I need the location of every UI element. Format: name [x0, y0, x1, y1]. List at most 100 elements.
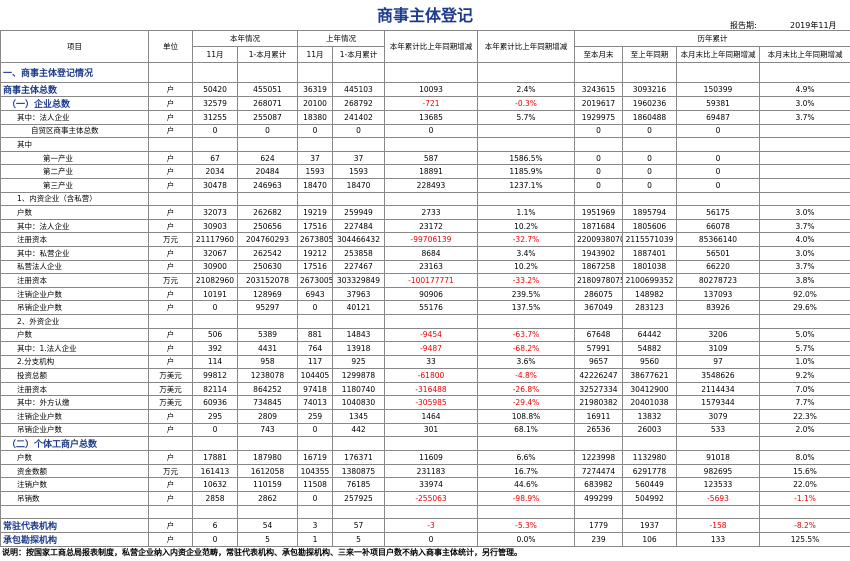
header-cell: 本年累计比上年同期增减	[477, 30, 575, 63]
cell: 0	[676, 164, 760, 179]
cell: 504992	[622, 491, 677, 506]
cell: 22.0%	[759, 477, 850, 493]
table-row: 第二产业户 2034 20484 1593 1593 18891 1185.9% 0 0 0	[0, 164, 850, 179]
cell: 户	[148, 532, 193, 548]
row-label: 注册资本	[0, 232, 149, 247]
cell: 69487	[676, 110, 760, 125]
cell: 3548626	[676, 368, 760, 383]
cell: -26.8%	[477, 381, 575, 397]
cell: -316488	[384, 381, 478, 397]
cell: 57	[332, 518, 385, 534]
cell: 1871684	[574, 218, 623, 234]
header-cell: 上年情况	[297, 30, 385, 47]
table-row: 第三产业户 30478 246963 18470 18470 228493 1237.1% 0…	[0, 177, 850, 193]
cell: 7274474	[574, 463, 623, 479]
title: 商事主体登记	[376, 6, 473, 25]
cell: 0	[574, 164, 623, 179]
cell	[759, 504, 850, 520]
table-row: 户数户 32073 262682 19219 259949 2733 1.1% 1951969…	[0, 205, 850, 220]
cell: 26536	[574, 422, 623, 438]
cell	[192, 313, 238, 329]
cell	[148, 191, 193, 207]
cell: 255087	[237, 110, 298, 125]
table-row: 承包勘探机构户 0 5 1 5 0 0.0% 239 106 133 125.5%	[0, 532, 850, 548]
cell	[384, 62, 478, 83]
cell: 21082960	[192, 273, 238, 288]
cell: 33974	[384, 477, 478, 493]
cell: 2100699352	[622, 273, 677, 288]
header-row: 11月 1-本月累计 11月 1-本月累计 至本月末 至上年同期 本月末比上年同期增减 本月末…	[1, 46, 850, 63]
cell: 683982	[574, 477, 623, 493]
cell: 3093216	[622, 82, 677, 97]
cell: 150399	[676, 82, 760, 97]
row-label: 自贸区商事主体总数	[0, 123, 149, 139]
table-row: 其中：私营企业户 32067 262542 19212 253858 8684 3.4% 19…	[0, 245, 850, 261]
row-label: 第三产业	[0, 177, 149, 193]
cell: -61800	[384, 368, 478, 383]
header-cell: 本年累计比上年同期增减	[384, 30, 478, 63]
cell: 户	[148, 259, 193, 275]
cell: 2114434	[676, 381, 760, 397]
cell: 262682	[237, 205, 298, 220]
cell: 55176	[384, 300, 478, 315]
cell: -68.2%	[477, 341, 575, 356]
cell	[477, 436, 575, 452]
cell: 17516	[297, 259, 333, 275]
cell: 227467	[332, 259, 385, 275]
cell: 148982	[622, 286, 677, 302]
cell: 1951969	[574, 205, 623, 220]
cell: 5.7%	[477, 110, 575, 125]
cell: -9454	[384, 327, 478, 343]
cell: 54882	[622, 341, 677, 356]
header-cell: 本月末比上年同期增减	[676, 46, 760, 63]
cell: 1929975	[574, 110, 623, 125]
cell	[237, 504, 298, 520]
header-cell: 至本月末	[574, 46, 623, 63]
row-label: 其中：1.法人企业	[0, 341, 149, 356]
table-row: 投资总额 万美元 99812 1238078 104405 1299878 -61800 -4…	[0, 368, 850, 383]
cell: 1.1%	[477, 205, 575, 220]
cell: 2019617	[574, 96, 623, 111]
period-label: 报告期:	[730, 21, 757, 30]
cell: 40121	[332, 300, 385, 315]
cell: 367049	[574, 300, 623, 315]
cell	[574, 436, 623, 452]
cell: 2.0%	[759, 422, 850, 438]
row-label: 1、内资企业（含私营）	[0, 191, 149, 207]
table-row: 注册资本 万美元 82114 864252 97418 1180740 -316488 -26…	[0, 381, 850, 397]
cell: 764	[297, 341, 333, 356]
cell	[384, 191, 478, 207]
row-label: 注册资本	[0, 273, 149, 288]
cell: 187980	[237, 450, 298, 465]
cell: 2862	[237, 491, 298, 506]
cell: 1860488	[622, 110, 677, 125]
cell: 10093	[384, 82, 478, 97]
cell: 250630	[237, 259, 298, 275]
cell: 5.7%	[759, 341, 850, 356]
cell: 67648	[574, 327, 623, 343]
cell	[622, 436, 677, 452]
cell: 2034	[192, 164, 238, 179]
cell: 1223998	[574, 450, 623, 465]
cell: 0	[192, 123, 238, 139]
cell: -158	[676, 518, 760, 534]
cell: 982695	[676, 463, 760, 479]
cell: 户	[148, 518, 193, 534]
cell: 881	[297, 327, 333, 343]
cell: 3.0%	[759, 245, 850, 261]
cell: 15.6%	[759, 463, 850, 479]
cell: 44.6%	[477, 477, 575, 493]
cell: 户	[148, 409, 193, 424]
cell: 10.2%	[477, 218, 575, 234]
cell: 1238078	[237, 368, 298, 383]
cell: 54	[237, 518, 298, 534]
cell: 0	[384, 123, 478, 139]
cell: -1.1%	[759, 491, 850, 506]
cell: 5389	[237, 327, 298, 343]
cell: 958	[237, 354, 298, 370]
cell: 743	[237, 422, 298, 438]
cell: 110159	[237, 477, 298, 493]
cell	[477, 62, 575, 83]
cell: 万元	[148, 232, 193, 247]
cell: 1887401	[622, 245, 677, 261]
